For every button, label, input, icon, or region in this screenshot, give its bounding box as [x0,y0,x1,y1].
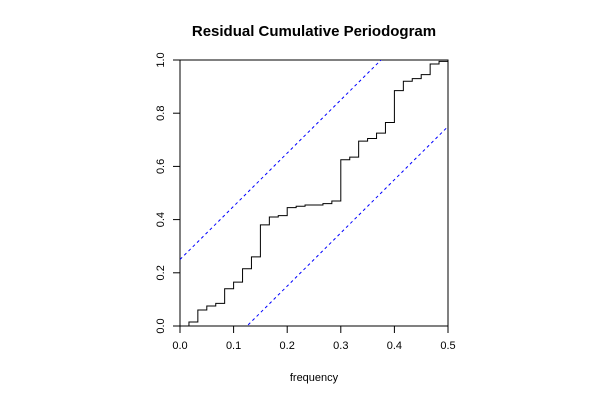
y-tick-label: 1.0 [155,52,167,67]
x-tick-label: 0.5 [440,340,455,352]
y-tick-label: 0.4 [155,212,167,227]
x-tick-label: 0.4 [387,340,402,352]
x-tick-label: 0.1 [226,340,241,352]
x-tick-label: 0.2 [280,340,295,352]
x-tick-label: 0.3 [333,340,348,352]
y-tick-label: 0.6 [155,159,167,174]
y-tick-label: 0.0 [155,318,167,333]
x-tick-label: 0.0 [172,340,187,352]
y-tick-label: 0.8 [155,106,167,121]
x-axis-label: frequency [290,372,339,384]
confidence-band-line [180,60,382,260]
chart-title: Residual Cumulative Periodogram [192,23,436,40]
y-tick-label: 0.2 [155,265,167,280]
y-axis: 0.0 0.2 0.4 0.6 0.8 1.0 [155,52,181,334]
series-layer [180,60,448,326]
cumulative-periodogram-line [180,60,448,326]
x-axis: 0.0 0.1 0.2 0.3 0.4 0.5 [172,325,456,352]
plot-frame [179,59,449,327]
confidence-band-line [246,126,448,326]
